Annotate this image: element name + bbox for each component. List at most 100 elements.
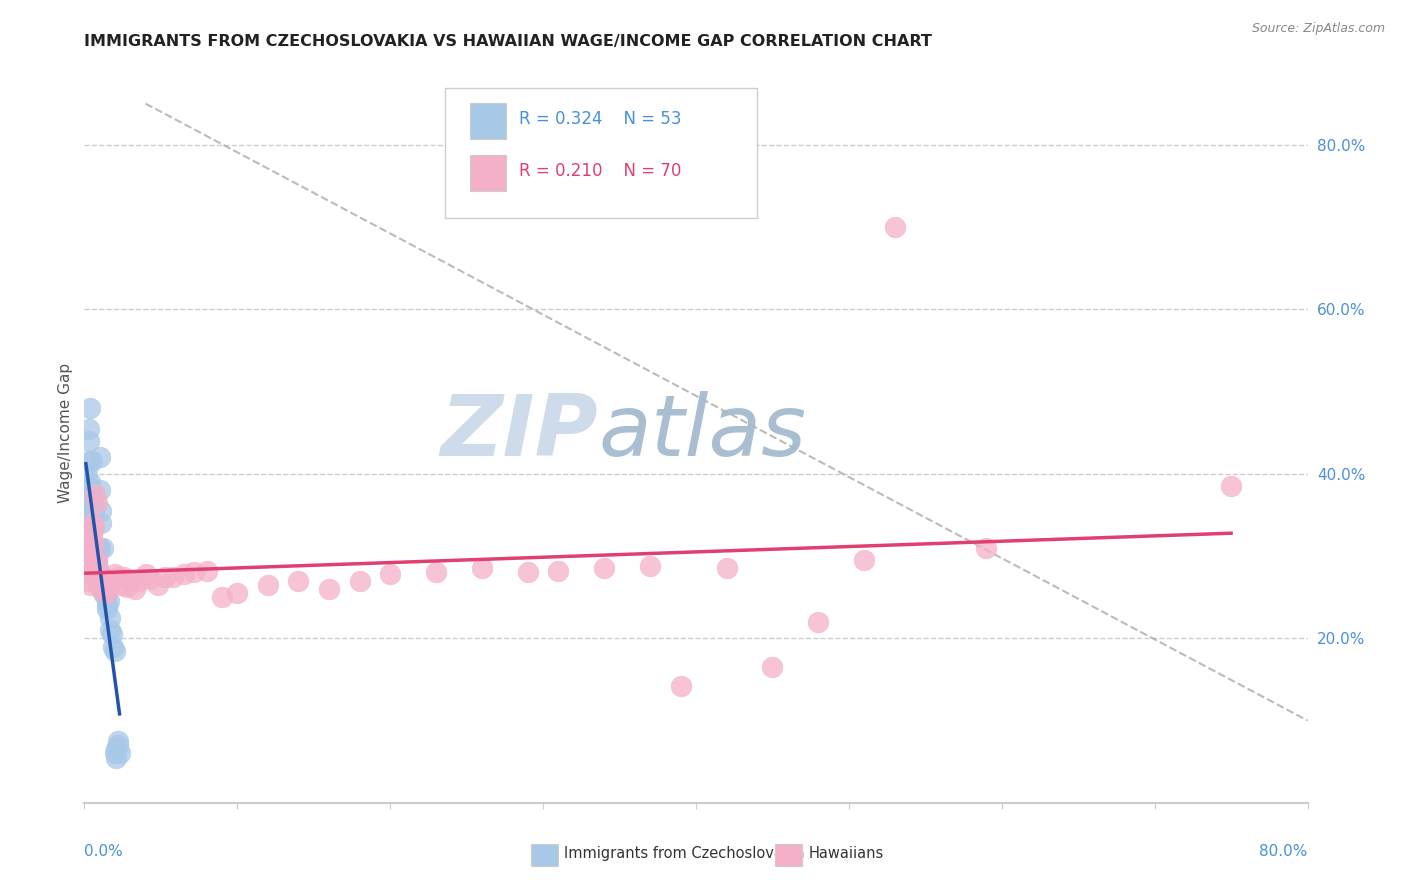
Point [80,516,103,530]
Point [516,566,538,580]
Point [79,578,101,592]
Point [211,590,233,604]
Point [87,574,110,588]
Point [77,454,100,468]
Point [79,553,101,567]
Point [87,541,110,555]
Point [89,541,111,555]
Point [101,574,124,588]
Text: Immigrants from Czechoslovakia: Immigrants from Czechoslovakia [564,846,804,861]
Text: Hawaiians: Hawaiians [808,846,884,861]
Point [87,578,110,592]
Point [97,580,120,594]
Point [86,495,108,509]
Point [110,578,132,592]
Point [84,558,107,572]
Point [976,541,998,555]
Point [83,504,105,518]
Point [104,643,127,657]
Point [471,561,494,575]
Point [96,602,118,616]
Point [77,434,100,448]
Point [380,567,402,582]
Text: R = 0.210    N = 70: R = 0.210 N = 70 [519,162,681,180]
Point [83,520,105,534]
Point [91,583,114,598]
Point [257,578,280,592]
Point [105,742,128,756]
Text: IMMIGRANTS FROM CZECHOSLOVAKIA VS HAWAIIAN WAGE/INCOME GAP CORRELATION CHART: IMMIGRANTS FROM CZECHOSLOVAKIA VS HAWAII… [84,34,932,49]
Point [77,574,100,588]
Point [98,623,121,637]
Point [547,564,569,578]
Point [80,487,103,501]
Point [139,572,162,586]
Point [80,454,103,468]
Point [86,569,108,583]
Text: 0.0%: 0.0% [84,844,124,858]
Point [89,450,111,465]
Point [84,487,107,501]
Point [91,586,114,600]
Point [104,747,127,761]
Point [97,594,120,608]
Point [807,615,830,629]
Point [84,561,107,575]
Text: 80.0%: 80.0% [1260,844,1308,858]
Point [76,500,98,514]
Point [75,533,97,547]
Point [883,219,905,234]
Point [80,528,103,542]
Point [1220,479,1243,493]
Point [76,545,98,559]
Point [761,660,783,674]
Point [173,567,195,582]
Point [107,738,129,752]
Point [146,578,169,592]
Point [83,536,105,550]
Point [195,564,218,578]
Text: atlas: atlas [598,391,806,475]
Point [76,467,98,481]
Y-axis label: Wage/Income Gap: Wage/Income Gap [58,362,73,503]
Text: R = 0.324    N = 53: R = 0.324 N = 53 [519,111,681,128]
Point [90,572,112,586]
Point [108,747,131,761]
Point [93,582,115,596]
Point [76,516,98,530]
Point [638,558,661,573]
Point [96,599,118,613]
Point [79,475,101,489]
Point [87,566,110,580]
Point [349,574,371,588]
Point [89,483,111,498]
Point [98,610,121,624]
Point [94,590,117,604]
Point [107,569,129,583]
Bar [470,103,506,138]
Point [86,545,108,559]
Point [853,553,876,567]
Point [77,479,100,493]
Point [135,567,157,582]
FancyBboxPatch shape [446,88,758,218]
Point [716,561,738,575]
Point [79,545,101,559]
Point [84,545,107,559]
Point [79,504,101,518]
Point [80,566,103,580]
Point [93,580,115,594]
Point [107,734,129,748]
Point [96,586,118,600]
Point [104,567,127,582]
Point [318,582,340,596]
Point [91,541,114,555]
Point [76,553,98,567]
Point [79,401,101,415]
Point [89,575,111,590]
Text: Source: ZipAtlas.com: Source: ZipAtlas.com [1251,22,1385,36]
Point [75,536,97,550]
Point [86,553,108,567]
Point [83,553,105,567]
Point [90,516,112,530]
